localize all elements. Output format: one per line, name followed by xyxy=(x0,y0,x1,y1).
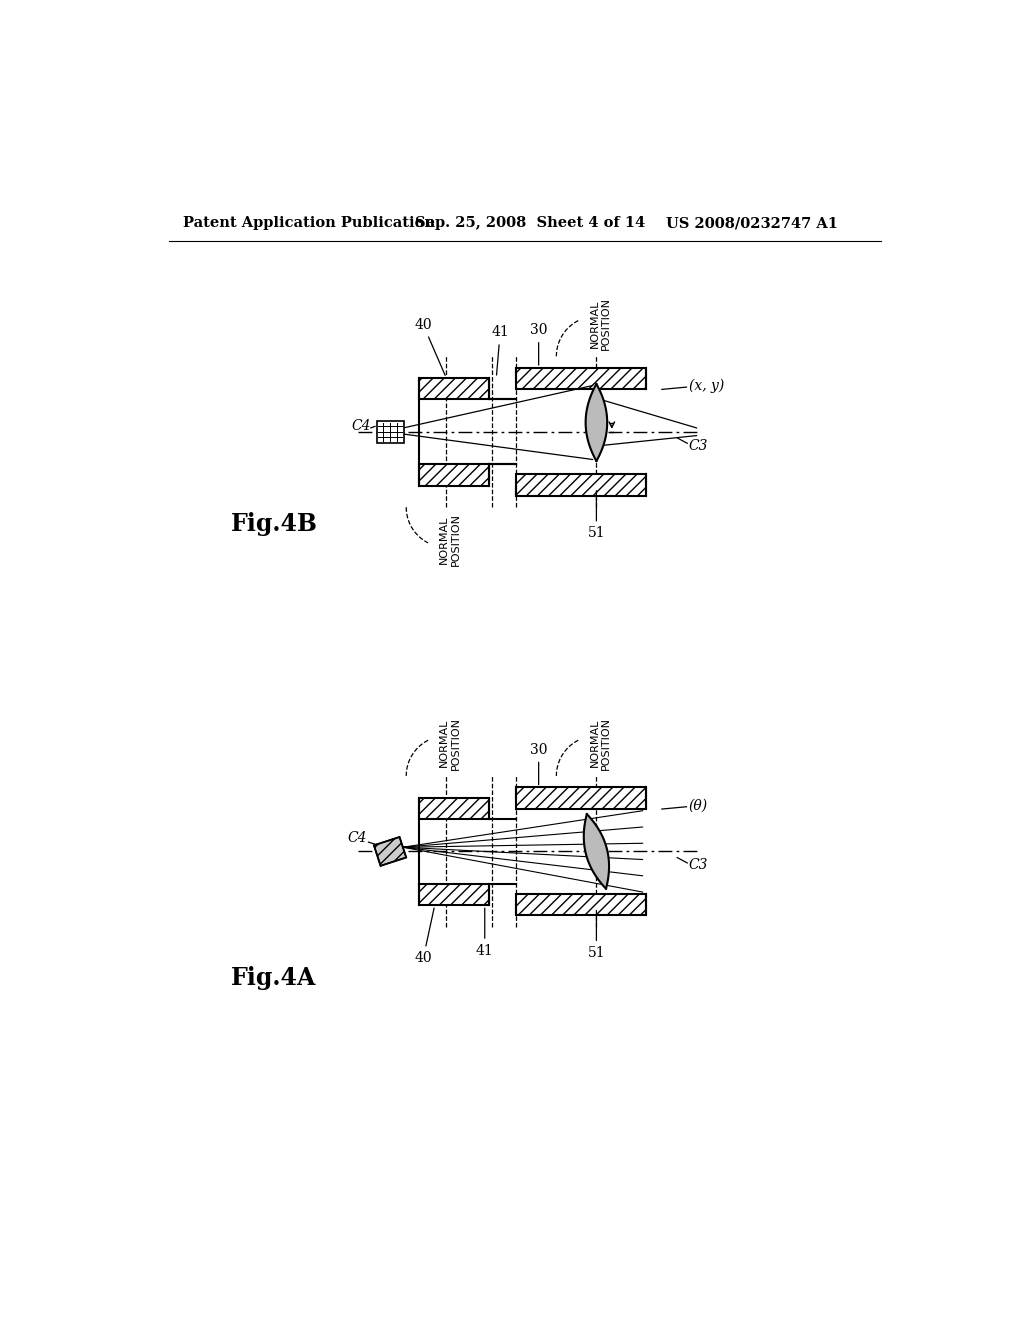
Text: Fig.4A: Fig.4A xyxy=(230,966,316,990)
Text: 30: 30 xyxy=(529,743,548,784)
Text: C3: C3 xyxy=(689,438,709,453)
Text: Sep. 25, 2008  Sheet 4 of 14: Sep. 25, 2008 Sheet 4 of 14 xyxy=(416,216,646,230)
Text: NORMAL
POSITION: NORMAL POSITION xyxy=(439,717,461,770)
Text: US 2008/0232747 A1: US 2008/0232747 A1 xyxy=(666,216,838,230)
Text: Patent Application Publication: Patent Application Publication xyxy=(183,216,435,230)
Bar xyxy=(515,474,646,496)
Text: 51: 51 xyxy=(588,491,605,540)
Text: C3: C3 xyxy=(689,858,709,873)
Bar xyxy=(419,378,488,400)
Text: NORMAL
POSITION: NORMAL POSITION xyxy=(439,513,461,566)
Text: (θ): (θ) xyxy=(689,799,708,812)
Bar xyxy=(515,368,646,389)
Bar xyxy=(419,884,488,906)
Text: NORMAL
POSITION: NORMAL POSITION xyxy=(590,717,611,770)
Text: C4: C4 xyxy=(348,830,368,845)
Text: C4: C4 xyxy=(351,418,371,433)
Text: 51: 51 xyxy=(588,911,605,960)
Bar xyxy=(419,465,488,486)
Text: 40: 40 xyxy=(415,318,445,375)
Text: Fig.4B: Fig.4B xyxy=(230,512,317,536)
Text: 30: 30 xyxy=(529,323,548,366)
Polygon shape xyxy=(586,384,607,461)
Text: 40: 40 xyxy=(415,908,434,965)
Bar xyxy=(377,421,403,442)
Polygon shape xyxy=(374,837,407,866)
Text: 41: 41 xyxy=(476,908,494,958)
Bar xyxy=(515,894,646,915)
Polygon shape xyxy=(584,814,609,888)
Text: (x, y): (x, y) xyxy=(689,379,724,393)
Text: 41: 41 xyxy=(492,325,509,375)
Text: NORMAL
POSITION: NORMAL POSITION xyxy=(590,297,611,350)
Bar xyxy=(515,788,646,809)
Bar xyxy=(419,797,488,818)
